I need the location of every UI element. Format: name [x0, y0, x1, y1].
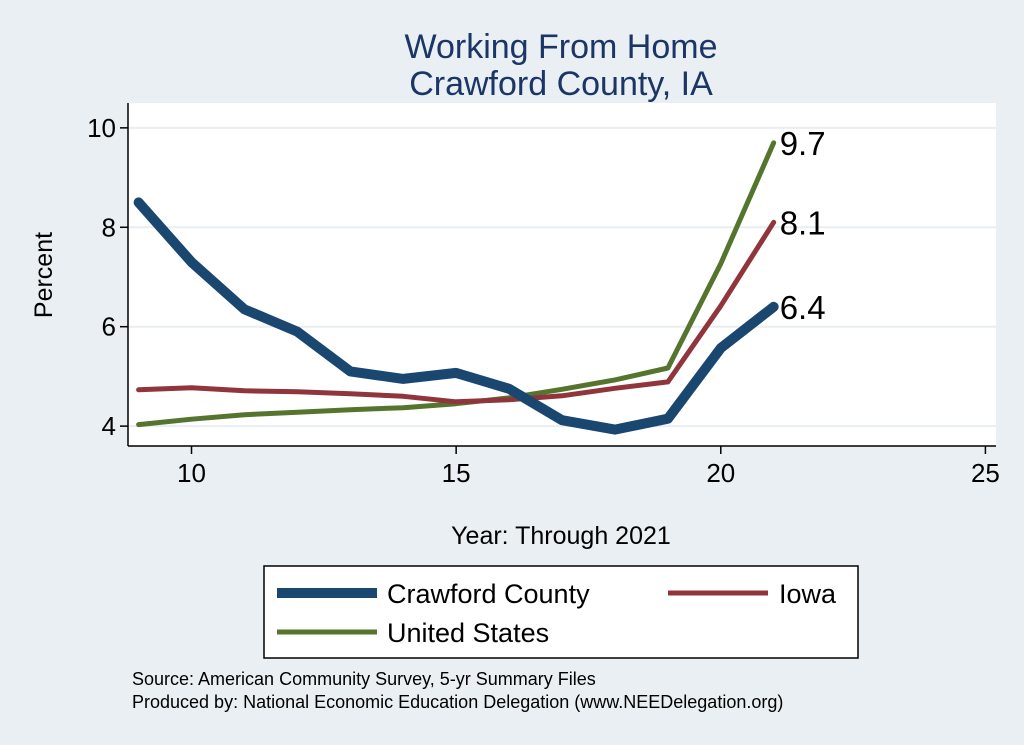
- legend-label-iowa: Iowa: [779, 579, 837, 609]
- chart-title: Working From Home: [405, 28, 718, 66]
- x-tick-label: 25: [971, 458, 1000, 488]
- x-axis-title: Year: Through 2021: [451, 522, 671, 550]
- axes: 4 6 8 10 10 15 20 25: [87, 103, 1000, 488]
- end-label-crawford-county: 6.4: [780, 289, 826, 326]
- end-label-united-states: 9.7: [780, 125, 826, 162]
- source-line: Source: American Community Survey, 5-yr …: [132, 669, 596, 689]
- y-tick-label: 4: [102, 411, 116, 441]
- x-tick-label: 15: [442, 458, 471, 488]
- grid: [128, 126, 996, 428]
- y-axis-title: Percent: [30, 232, 58, 318]
- end-labels: 6.4 8.1 9.7: [780, 125, 826, 326]
- series-line-crawford-county: [133, 197, 779, 435]
- produced-by-line: Produced by: National Economic Education…: [132, 692, 783, 712]
- y-tick-label: 10: [87, 113, 116, 143]
- y-tick-label: 8: [102, 212, 116, 242]
- x-tick-label: 20: [706, 458, 735, 488]
- legend-box: [263, 565, 859, 659]
- series-lines: [133, 140, 779, 435]
- series-line-iowa: [136, 219, 777, 405]
- end-label-iowa: 8.1: [780, 204, 826, 241]
- y-tick-label: 6: [102, 312, 116, 342]
- legend-label-united-states: United States: [387, 618, 549, 648]
- chart-subtitle: Crawford County, IA: [409, 65, 713, 103]
- x-tick-label: 10: [177, 458, 206, 488]
- legend-label-crawford-county: Crawford County: [387, 579, 590, 609]
- legend: Crawford County Iowa United States: [263, 565, 859, 659]
